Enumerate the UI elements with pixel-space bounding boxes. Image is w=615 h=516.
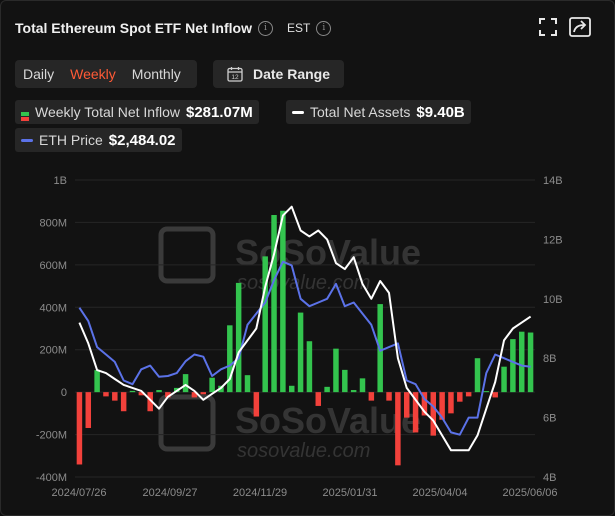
legend-assets-value: $9.40B	[416, 103, 465, 121]
share-icon[interactable]	[569, 16, 591, 38]
title-row: Total Ethereum Spot ETF Net Inflow i EST…	[15, 16, 332, 40]
info-icon[interactable]: i	[257, 20, 273, 36]
fullscreen-icon[interactable]	[537, 16, 559, 38]
svg-text:12: 12	[231, 74, 239, 81]
calendar-icon: 12	[227, 66, 243, 82]
inflow-swatch-icon	[21, 108, 29, 121]
period-monthly[interactable]: Monthly	[131, 66, 181, 82]
price-swatch-icon	[21, 138, 33, 142]
legend-inflow[interactable]: Weekly Total Net Inflow $281.07M	[15, 100, 259, 124]
assets-swatch-icon	[292, 110, 304, 114]
date-range-label: Date Range	[253, 66, 331, 82]
legend-price[interactable]: ETH Price $2,484.02	[15, 128, 182, 152]
legend-inflow-value: $281.07M	[186, 103, 253, 121]
period-selector: Daily Weekly Monthly	[15, 60, 197, 88]
period-daily[interactable]: Daily	[23, 66, 55, 82]
legend-assets[interactable]: Total Net Assets $9.40B	[286, 100, 471, 124]
legend-inflow-label: Weekly Total Net Inflow	[35, 104, 180, 120]
timezone-info-icon[interactable]: i	[316, 20, 332, 36]
chart-title: Total Ethereum Spot ETF Net Inflow	[15, 20, 252, 36]
period-weekly[interactable]: Weekly	[70, 66, 116, 82]
legend-price-value: $2,484.02	[108, 131, 176, 149]
date-range-button[interactable]: 12 Date Range	[213, 60, 344, 88]
legend-assets-label: Total Net Assets	[310, 104, 411, 120]
legend-price-label: ETH Price	[39, 132, 103, 148]
timezone-label[interactable]: EST	[286, 21, 311, 35]
